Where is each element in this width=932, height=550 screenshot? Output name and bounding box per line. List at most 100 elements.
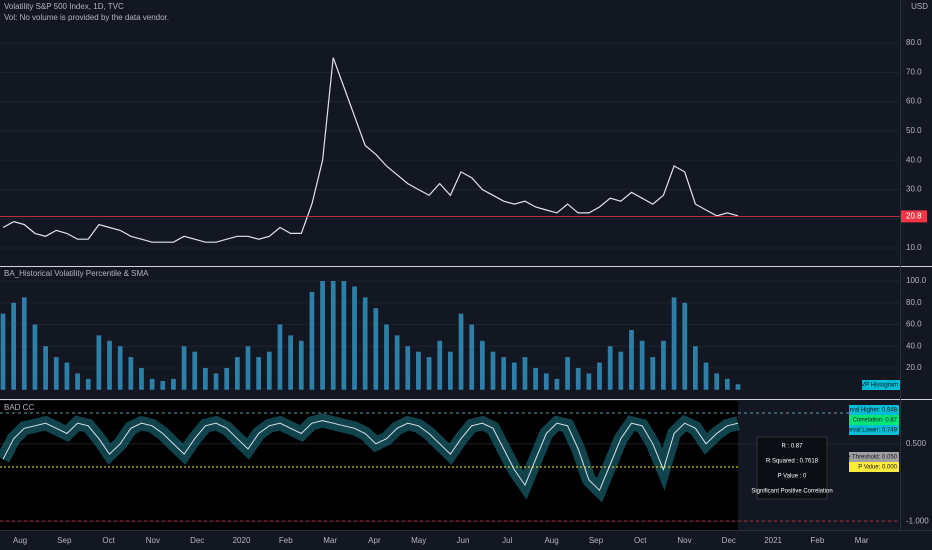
- bar: [11, 302, 17, 390]
- bar: [703, 362, 709, 390]
- bar: [373, 308, 379, 390]
- bar: [597, 362, 602, 390]
- label-box: [849, 462, 899, 472]
- bar: [234, 357, 240, 390]
- bar: [682, 302, 688, 390]
- y-tick-label: 20.0: [906, 363, 922, 372]
- bar: [298, 340, 304, 390]
- y-tick-label: 70.0: [906, 67, 922, 76]
- bar: [320, 281, 325, 390]
- label-text: P Value: 0.000: [858, 465, 897, 471]
- bar: [533, 368, 538, 390]
- bar: [384, 324, 389, 390]
- label-box: [849, 425, 899, 435]
- bar: [639, 340, 645, 390]
- bar: [85, 378, 91, 390]
- y-tick-label: 100.0: [906, 276, 927, 285]
- bar: [341, 281, 347, 390]
- x-tick-label: Oct: [102, 536, 115, 545]
- bar: [107, 340, 112, 390]
- bar: [21, 297, 27, 390]
- bar: [437, 340, 443, 390]
- legend-box: [862, 380, 900, 390]
- bar: [96, 335, 102, 390]
- label-box: [849, 405, 899, 415]
- y-tick-label: 80.0: [906, 38, 922, 47]
- bar: [618, 351, 624, 390]
- title: Volatility S&P 500 Index, 1D, TVC: [4, 2, 124, 11]
- x-tick-label: Feb: [279, 536, 293, 545]
- bar: [448, 351, 453, 390]
- bar: [501, 357, 507, 390]
- bar: [181, 346, 187, 390]
- bar: [554, 378, 560, 390]
- bar: [543, 373, 549, 390]
- x-tick-label: Aug: [544, 536, 558, 545]
- last-price-box: [901, 210, 927, 223]
- x-tick-label: Aug: [13, 536, 27, 545]
- stats-text: Significant Positive Correlation: [751, 489, 832, 495]
- bar: [607, 346, 613, 390]
- bar: [490, 351, 496, 390]
- x-tick-label: Nov: [677, 536, 691, 545]
- stats-text: R : 0.87: [781, 444, 803, 450]
- x-tick-label: 2020: [233, 536, 251, 545]
- bar: [511, 362, 517, 390]
- bar: [394, 335, 400, 390]
- currency: USD: [911, 2, 928, 11]
- bar: [693, 346, 698, 390]
- label-box: [849, 415, 899, 425]
- bar: [309, 291, 315, 390]
- x-tick-label: Sep: [589, 536, 604, 545]
- bar: [522, 357, 528, 390]
- legend-label: HVP Histogram: [857, 383, 898, 389]
- bar: [256, 357, 262, 390]
- pane-title: BA_Historical Volatility Percentile & SM…: [4, 269, 149, 278]
- bar: [330, 281, 336, 390]
- y-tick-label: 80.0: [906, 298, 922, 307]
- bar: [469, 324, 475, 390]
- x-tick-label: Sep: [57, 536, 72, 545]
- x-tick-label: Jun: [457, 536, 470, 545]
- bar: [479, 340, 485, 390]
- bar: [139, 368, 144, 390]
- bar: [171, 378, 176, 390]
- y-tick-label: 0.500: [906, 439, 927, 448]
- subtitle: Vol: No volume is provided by the data v…: [4, 13, 169, 22]
- label-text: Correlation: 0.87: [853, 418, 898, 424]
- x-tick-label: Feb: [811, 536, 825, 545]
- y-tick-label: 30.0: [906, 185, 922, 194]
- bar: [714, 373, 720, 390]
- x-tick-label: Jul: [502, 536, 512, 545]
- bar: [266, 351, 272, 390]
- bar: [575, 368, 581, 390]
- stats-text: R Squared : 0.7618: [766, 459, 819, 465]
- y-tick-label: 60.0: [906, 320, 922, 329]
- y-tick-label: 40.0: [906, 155, 922, 164]
- bar: [458, 313, 464, 390]
- label-text: Confidence Interval Higher: 0.948: [808, 408, 898, 414]
- bar: [117, 346, 123, 390]
- bar: [277, 324, 283, 390]
- y-tick-label: -1.000: [906, 516, 929, 525]
- label-box: [849, 452, 899, 462]
- bar: [64, 362, 70, 390]
- x-tick-label: 2021: [764, 536, 782, 545]
- bar: [43, 346, 48, 390]
- bar: [586, 373, 592, 390]
- bar: [53, 357, 59, 390]
- bar: [75, 373, 80, 390]
- bar: [203, 368, 208, 390]
- bar: [426, 357, 432, 390]
- y-tick-label: 10.0: [906, 243, 922, 252]
- x-tick-label: Nov: [146, 536, 160, 545]
- bar: [629, 329, 634, 390]
- bar: [735, 384, 741, 390]
- x-tick-label: Mar: [323, 536, 337, 545]
- bar: [352, 286, 357, 390]
- series-line: [2, 420, 739, 492]
- bar: [362, 297, 368, 390]
- bar: [245, 346, 251, 390]
- bar: [160, 381, 166, 390]
